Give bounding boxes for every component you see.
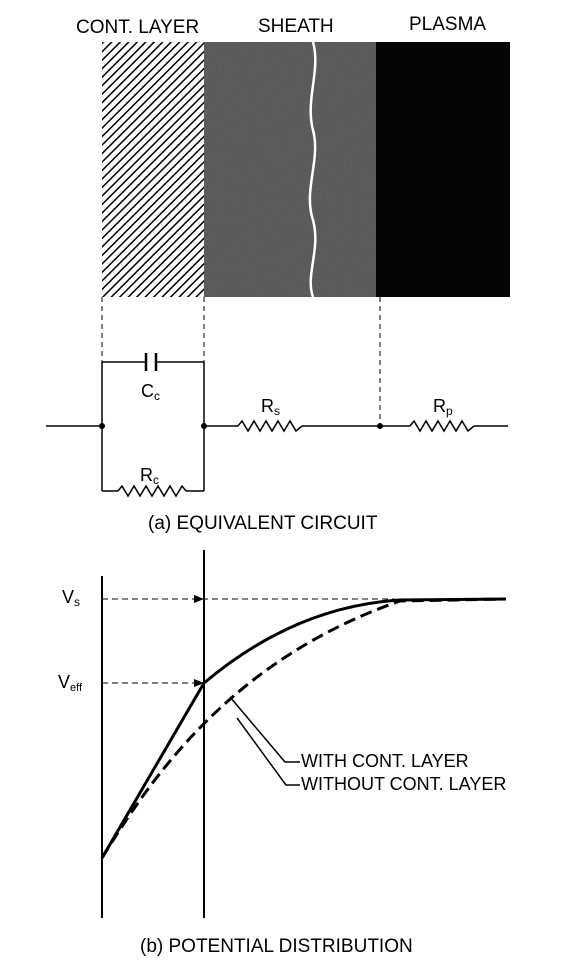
region-strip: [102, 41, 510, 298]
plasma-region: [376, 42, 510, 297]
curve-with-cont-layer: [100, 597, 507, 859]
veff-label: Veff: [58, 672, 83, 694]
node-right: [377, 423, 383, 429]
curve-without-cont-layer: [100, 597, 507, 859]
cont-layer-label: CONT. LAYER: [76, 17, 199, 38]
legend-without-cont-layer: WITHOUT CONT. LAYER: [301, 774, 506, 794]
equivalent-circuit: [46, 353, 508, 498]
vs-arrowhead: [194, 595, 204, 603]
leader-with: [229, 696, 300, 763]
potential-plot: [100, 550, 507, 918]
contamination-layer-hatch: [102, 42, 204, 297]
leader-without: [236, 717, 300, 786]
plot-caption: (b) POTENTIAL DISTRIBUTION: [140, 936, 413, 957]
node-mid: [201, 423, 207, 429]
circuit-nodes: [99, 423, 383, 429]
resistor-rp-label: Rp: [433, 396, 453, 418]
sheath-edge-wavy-line: [308, 41, 317, 298]
node-left: [99, 423, 105, 429]
veff-arrowhead: [194, 679, 204, 687]
plasma-label: PLASMA: [409, 14, 486, 35]
resistor-rc-label: Rc: [140, 465, 159, 487]
sheath-label: SHEATH: [258, 16, 334, 37]
projection-lines: [101, 297, 381, 424]
circuit-caption: (a) EQUIVALENT CIRCUIT: [148, 513, 378, 534]
resistor-rs-label: Rs: [261, 396, 280, 418]
sheath-region: [204, 42, 380, 297]
capacitor-label: Cc: [141, 381, 160, 403]
vs-label: Vs: [62, 587, 80, 609]
legend-with-cont-layer: WITH CONT. LAYER: [301, 751, 469, 771]
